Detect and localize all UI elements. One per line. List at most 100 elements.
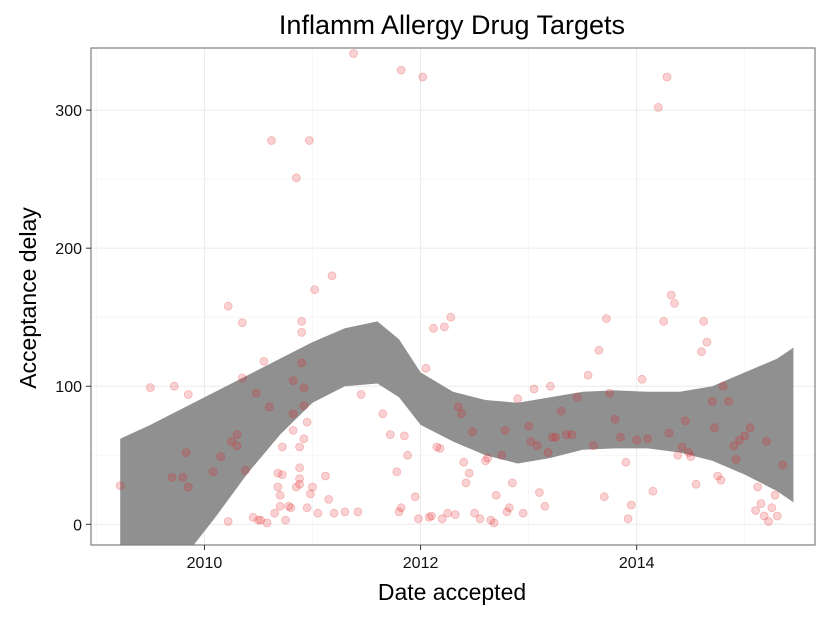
- data-point: [208, 467, 218, 477]
- data-point: [181, 448, 191, 457]
- data-point: [468, 427, 477, 437]
- data-point: [378, 409, 388, 419]
- data-point: [599, 492, 609, 502]
- data-point: [299, 383, 309, 393]
- data-point: [435, 443, 445, 453]
- data-point: [295, 442, 305, 452]
- data-point: [169, 381, 179, 391]
- data-point: [302, 503, 312, 513]
- data-point: [115, 481, 125, 491]
- data-point: [310, 285, 320, 295]
- data-point: [421, 363, 431, 373]
- data-point: [767, 503, 777, 513]
- x-axis-label: Date accepted: [378, 579, 526, 605]
- data-point: [543, 448, 553, 457]
- data-point: [259, 356, 269, 366]
- data-point: [237, 373, 247, 383]
- data-point: [497, 450, 507, 460]
- data-point: [223, 517, 233, 526]
- data-point: [623, 514, 633, 524]
- data-point: [321, 471, 330, 481]
- data-point: [707, 396, 717, 406]
- data-point: [589, 441, 598, 451]
- data-point: [394, 507, 404, 517]
- data-point: [464, 468, 474, 478]
- data-point: [504, 503, 514, 513]
- data-point: [610, 414, 620, 424]
- data-point: [710, 423, 719, 433]
- panel-border: [90, 47, 816, 546]
- data-point: [291, 173, 301, 183]
- data-point: [653, 103, 663, 112]
- data-point: [602, 314, 611, 324]
- data-point: [275, 501, 285, 511]
- data-point: [699, 316, 709, 326]
- data-point: [626, 500, 636, 510]
- data-point: [295, 474, 305, 484]
- y-tick-label: 0: [73, 517, 82, 534]
- data-point: [313, 508, 323, 518]
- data-point: [418, 72, 428, 82]
- data-point: [356, 390, 366, 399]
- data-point: [273, 468, 283, 478]
- data-point: [183, 390, 193, 399]
- data-point: [632, 435, 642, 445]
- data-point: [716, 475, 726, 485]
- data-point: [270, 508, 280, 518]
- data-point: [567, 430, 577, 440]
- data-point: [424, 513, 434, 522]
- data-point: [524, 421, 533, 431]
- data-point: [605, 388, 615, 398]
- data-point: [302, 417, 312, 427]
- data-point: [643, 434, 652, 444]
- data-point: [616, 432, 625, 442]
- data-point: [662, 72, 672, 82]
- data-point: [264, 402, 274, 412]
- data-point: [353, 507, 363, 517]
- data-point: [562, 430, 571, 440]
- data-point: [729, 441, 739, 451]
- data-point: [429, 323, 438, 333]
- data-point: [740, 431, 750, 441]
- data-point: [327, 271, 337, 281]
- data-point: [297, 358, 307, 368]
- x-tick-label: 2012: [403, 555, 439, 572]
- data-point: [772, 511, 782, 521]
- data-point: [340, 507, 350, 517]
- data-point: [491, 490, 501, 500]
- data-point: [545, 381, 555, 391]
- data-point: [392, 467, 402, 477]
- data-point: [145, 383, 155, 393]
- data-point: [241, 465, 250, 475]
- data-point: [284, 501, 294, 511]
- data-point: [349, 49, 359, 58]
- data-point: [518, 508, 528, 518]
- data-point: [583, 370, 593, 380]
- plot-panel: [90, 47, 816, 546]
- data-point: [216, 452, 226, 462]
- data-point: [167, 472, 177, 482]
- x-tick-label: 2010: [187, 555, 223, 572]
- data-point: [439, 322, 449, 332]
- data-point: [277, 442, 287, 452]
- data-point: [735, 435, 744, 445]
- chart-title: Inflamm Allergy Drug Targets: [279, 10, 625, 40]
- data-point: [621, 457, 631, 467]
- data-point: [486, 515, 496, 525]
- data-point: [286, 503, 296, 513]
- data-point: [446, 312, 456, 322]
- data-point: [594, 345, 604, 355]
- data-point: [232, 430, 242, 440]
- data-point: [470, 508, 480, 518]
- data-point: [508, 478, 517, 488]
- data-point: [753, 482, 763, 492]
- data-point: [540, 501, 550, 511]
- data-point: [291, 482, 301, 492]
- data-point: [513, 394, 523, 404]
- data-point: [324, 494, 334, 504]
- data-point: [475, 514, 485, 524]
- y-tick-label: 100: [55, 379, 82, 396]
- data-point: [453, 402, 463, 412]
- data-point: [256, 515, 266, 525]
- y-tick-label: 300: [55, 103, 82, 120]
